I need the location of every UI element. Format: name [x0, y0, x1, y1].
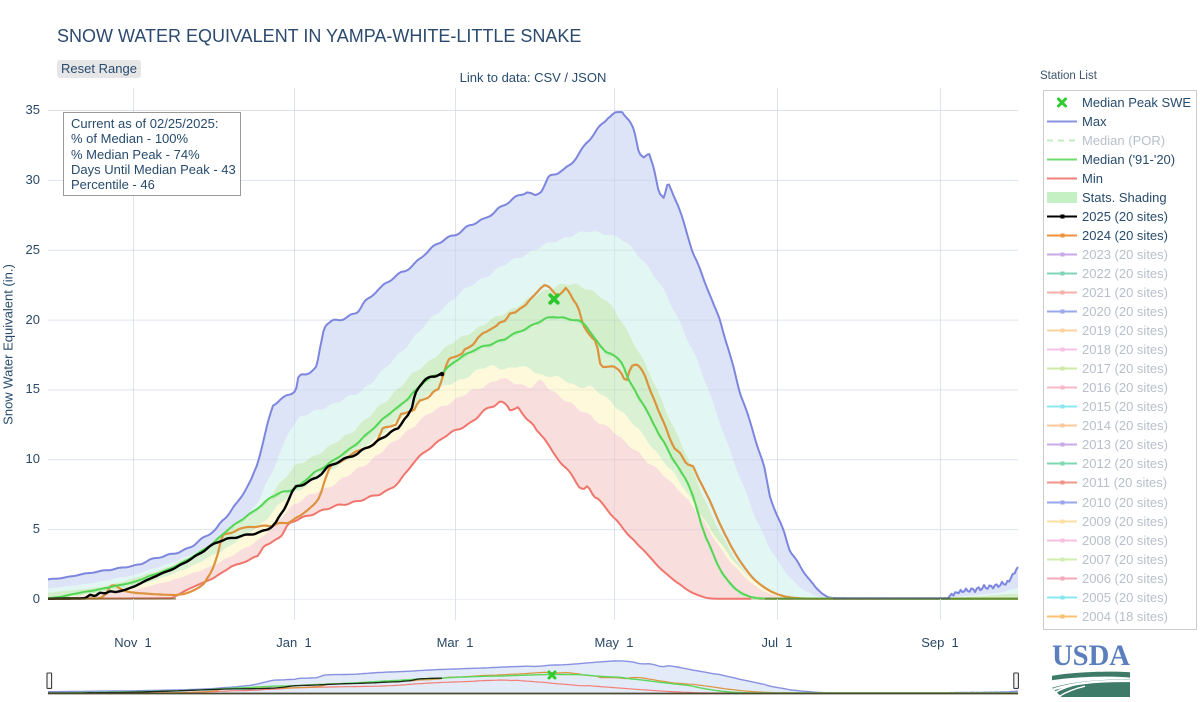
svg-text:USDA: USDA	[1052, 641, 1130, 672]
